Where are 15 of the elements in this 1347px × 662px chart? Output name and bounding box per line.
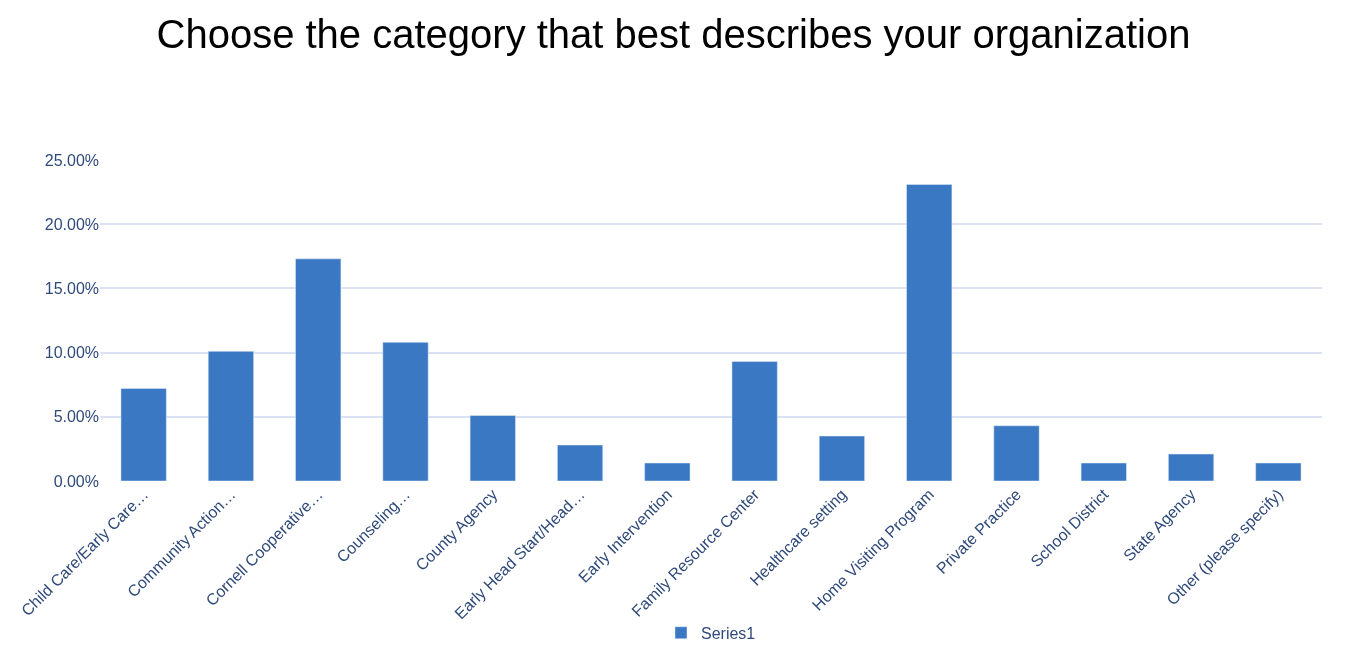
legend-label: Series1 [701,624,756,642]
bar [644,462,691,481]
y-tick-label: 10.00% [44,344,99,362]
y-tick-label: 25.00% [44,151,99,169]
y-tick-label: 5.00% [53,408,99,426]
bar [557,444,604,481]
bar [1168,453,1215,481]
chart-title: Choose the category that best describes your organization [156,11,1191,56]
y-tick-label: 0.00% [53,472,99,490]
y-tick-label: 15.00% [44,280,99,297]
bar [1255,462,1302,481]
bar [993,425,1040,481]
bar [1080,462,1127,481]
bar [818,435,865,481]
y-tick-label: 20.00% [44,215,99,233]
